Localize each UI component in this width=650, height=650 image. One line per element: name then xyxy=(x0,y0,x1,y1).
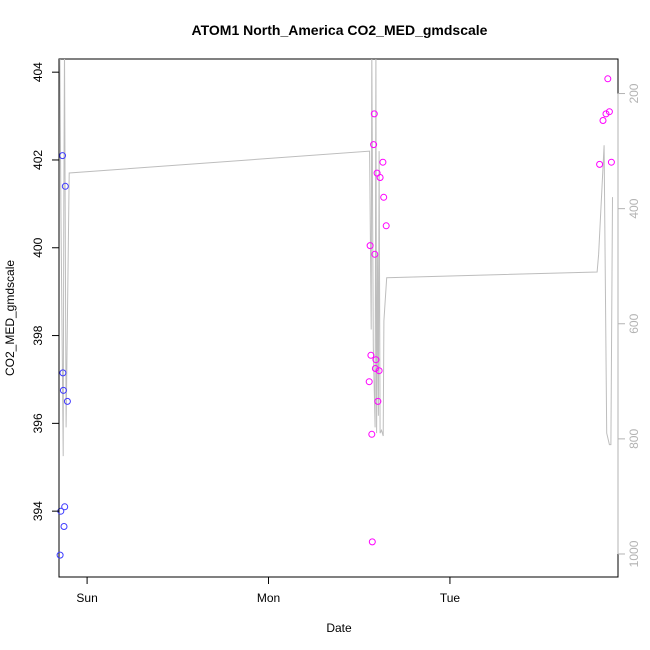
data-point xyxy=(371,250,379,258)
data-point xyxy=(366,242,374,250)
y-axis-left: 394 396 398 400 402 404 xyxy=(31,62,60,521)
data-point xyxy=(59,386,67,394)
x-axis-label: Date xyxy=(326,621,352,635)
data-point xyxy=(63,397,71,405)
data-point xyxy=(61,182,69,190)
data-point xyxy=(367,351,375,359)
data-point xyxy=(59,369,67,377)
y2-tick-label: 1000 xyxy=(627,540,641,567)
x-tick-label: Sun xyxy=(76,591,97,605)
y2-tick-label: 200 xyxy=(627,83,641,103)
y2-tick-label: 600 xyxy=(627,313,641,333)
data-point xyxy=(368,538,376,546)
chart-title: ATOM1 North_America CO2_MED_gmdscale xyxy=(192,22,488,38)
data-point xyxy=(374,397,382,405)
data-points-group xyxy=(56,75,615,559)
data-point xyxy=(371,365,379,372)
data-point xyxy=(607,158,615,166)
y2-tick-label: 400 xyxy=(627,198,641,218)
x-axis: Sun Mon Tue xyxy=(76,576,461,605)
series-line xyxy=(59,59,613,457)
y-axis-right: 200 400 600 800 1000 xyxy=(617,83,641,567)
plot-frame xyxy=(58,58,619,578)
data-point xyxy=(382,222,390,230)
data-point xyxy=(61,503,69,511)
y2-tick-label: 800 xyxy=(627,429,641,449)
data-point xyxy=(605,108,613,116)
data-point xyxy=(604,75,612,83)
data-point xyxy=(60,523,68,530)
y-tick-label: 404 xyxy=(31,62,45,82)
data-point xyxy=(368,430,376,438)
y-tick-label: 396 xyxy=(31,413,45,433)
data-point xyxy=(380,193,388,201)
x-tick-label: Mon xyxy=(257,591,280,605)
data-point xyxy=(375,367,383,375)
x-tick-label: Tue xyxy=(440,591,461,605)
y-tick-label: 402 xyxy=(31,150,45,170)
data-point xyxy=(370,110,378,118)
data-point xyxy=(365,378,373,386)
right-axis-series-line-group xyxy=(59,59,613,457)
data-point xyxy=(599,117,607,124)
y-tick-label: 398 xyxy=(31,325,45,345)
data-point xyxy=(372,356,380,364)
data-point xyxy=(376,174,384,181)
data-point xyxy=(56,551,64,559)
data-point xyxy=(379,158,387,166)
y-tick-label: 394 xyxy=(31,501,45,521)
y-tick-label: 400 xyxy=(31,237,45,257)
y-axis-label: CO2_MED_gmdscale xyxy=(3,260,17,376)
data-point xyxy=(596,160,604,168)
data-point xyxy=(370,141,378,149)
